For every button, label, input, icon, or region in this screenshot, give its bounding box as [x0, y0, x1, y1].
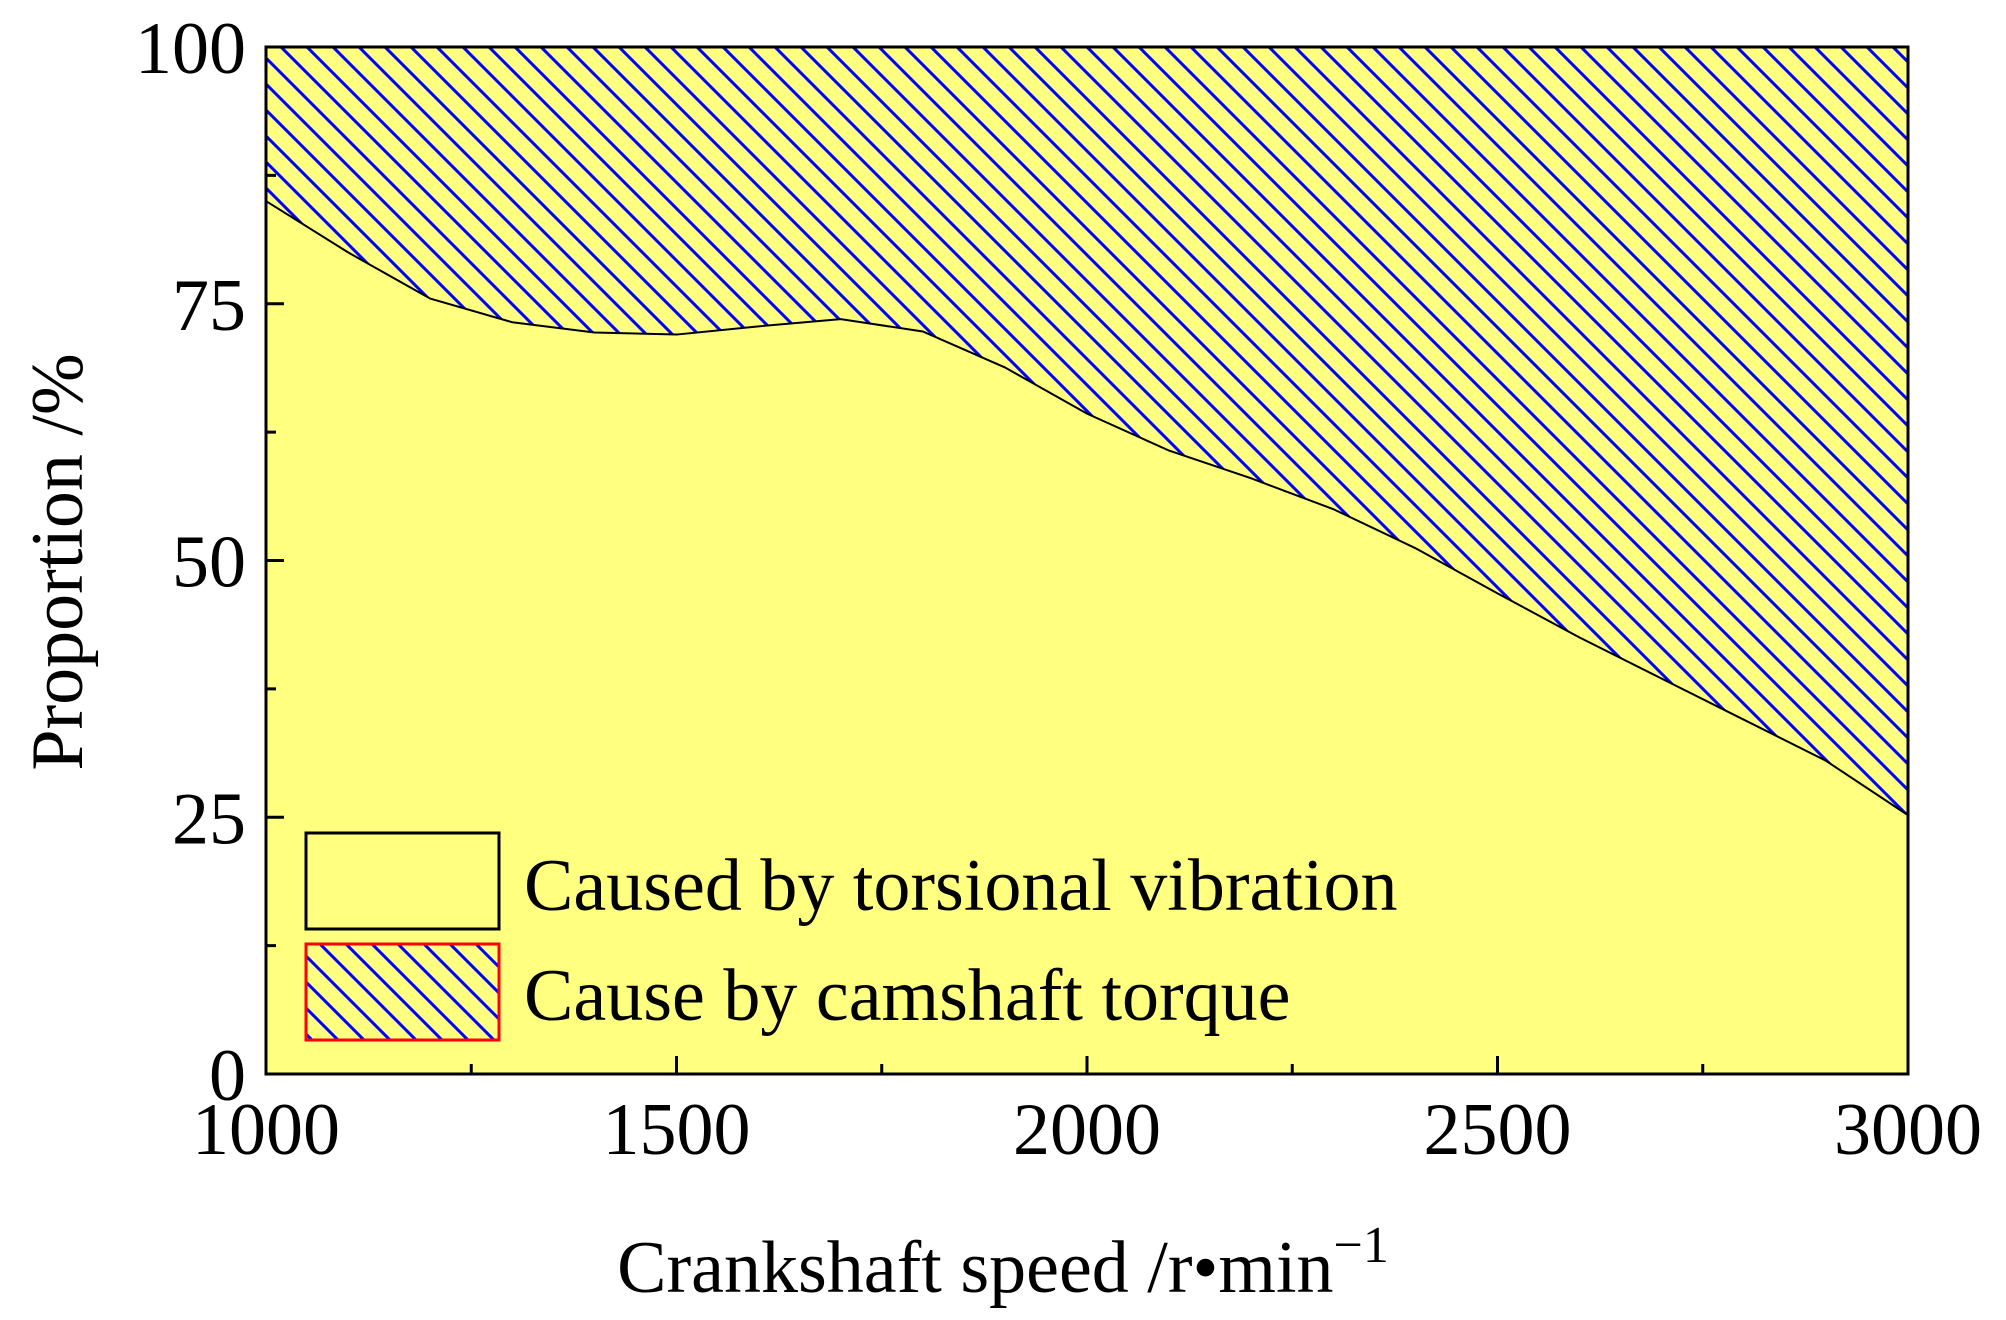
y-tick-label: 25 [172, 778, 246, 860]
x-tick-label: 1500 [603, 1089, 751, 1171]
x-tick-label: 1000 [192, 1089, 340, 1171]
legend-label-camshaft-torque: Cause by camshaft torque [524, 955, 1291, 1037]
x-axis-title-superscript: −1 [1334, 1217, 1389, 1274]
x-tick-label: 2500 [1424, 1089, 1572, 1171]
legend-swatch-torsional-vibration [304, 831, 501, 931]
y-tick-label: 50 [172, 522, 246, 604]
area-torsional-vibration [266, 201, 1908, 1075]
axes: 1000 1500 2000 2500 3000 0 25 50 75 100 [135, 8, 1982, 1171]
y-axis-title: Proportion /% [17, 353, 99, 770]
plot-area [265, 47, 1909, 1075]
series-boundary-line [265, 200, 1909, 817]
area-camshaft-torque [266, 47, 1908, 816]
legend-label-torsional-vibration: Caused by torsional vibration [524, 845, 1397, 927]
y-tick-label: 0 [209, 1035, 246, 1117]
x-tick-label: 3000 [1834, 1089, 1982, 1171]
x-axis-title: Crankshaft speed /r•min−1 [617, 1217, 1389, 1309]
y-tick-label: 100 [135, 8, 246, 90]
legend: Caused by torsional vibration Cause by c… [304, 831, 1397, 1042]
legend-swatch-camshaft-torque [304, 942, 501, 1042]
y-tick-label: 75 [172, 265, 246, 347]
x-tick-label: 2000 [1013, 1089, 1161, 1171]
